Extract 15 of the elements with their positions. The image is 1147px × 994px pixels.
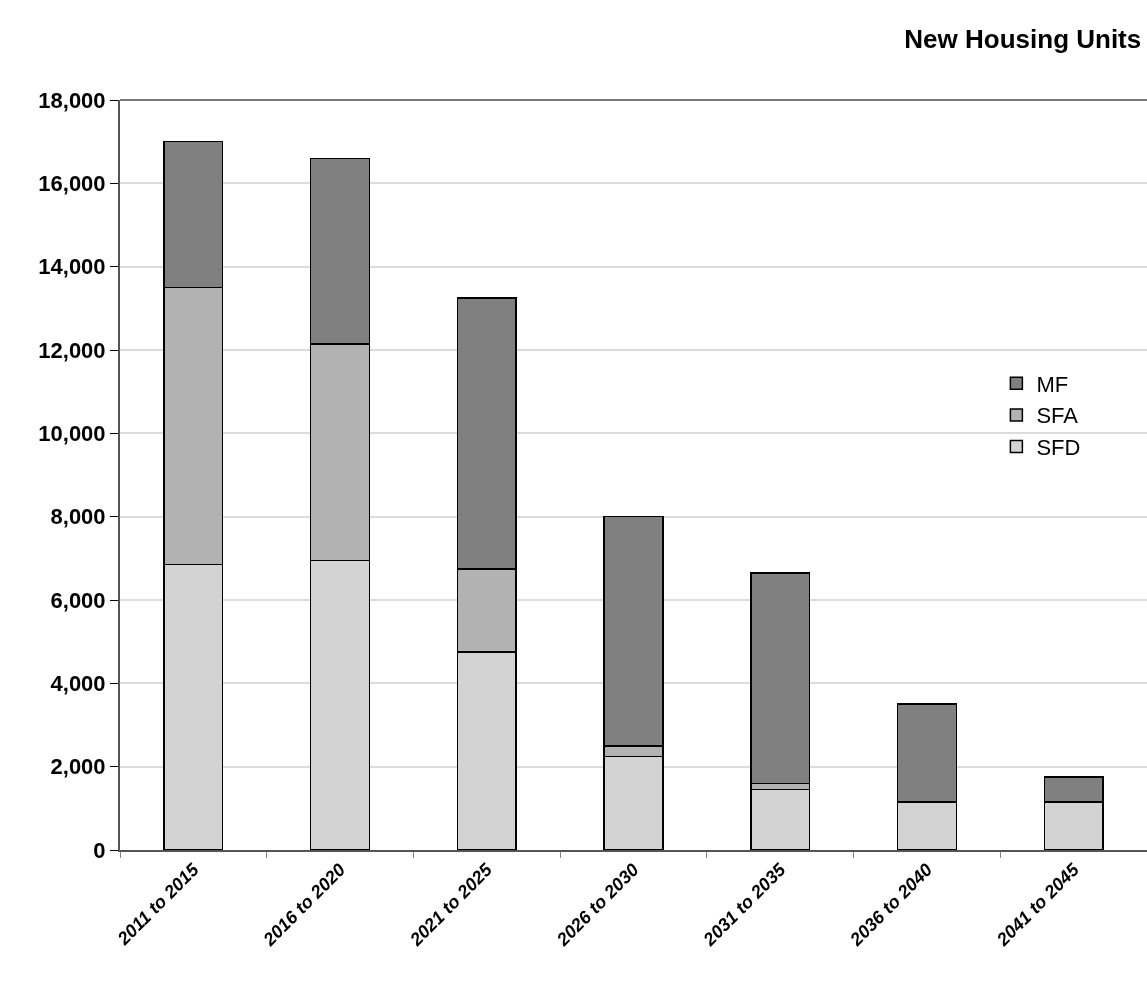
y-tick-label: 6,000	[50, 587, 106, 613]
legend-label: MF	[1036, 371, 1069, 397]
y-tick-label: 8,000	[50, 504, 106, 530]
y-tick-label: 10,000	[38, 421, 106, 447]
y-tick-label: 4,000	[50, 671, 106, 697]
y-tick-label: 16,000	[38, 171, 106, 197]
y-tick-label: 12,000	[38, 337, 106, 363]
y-tick-label: 2,000	[50, 754, 106, 780]
legend-label: SFD	[1036, 435, 1081, 461]
y-tick-label: 18,000	[38, 87, 106, 113]
legend-label: SFA	[1036, 403, 1079, 429]
y-tick-label: 0	[93, 837, 106, 863]
y-tick-label: 14,000	[38, 254, 106, 280]
bar	[750, 788, 811, 850]
chart-title: New Housing Units	[904, 24, 1142, 55]
